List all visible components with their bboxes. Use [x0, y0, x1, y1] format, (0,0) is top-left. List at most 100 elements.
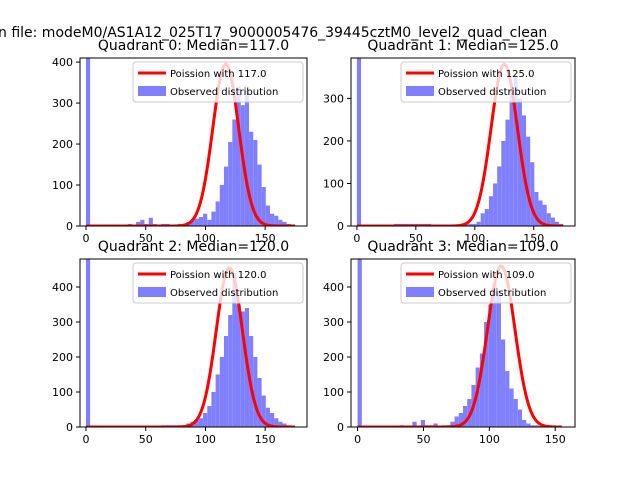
legend-patch-swatch	[406, 287, 434, 297]
x-tick-label: 0	[353, 232, 360, 245]
histogram-bar	[274, 215, 279, 226]
y-tick-label: 200	[323, 135, 344, 148]
histogram-bar	[496, 290, 501, 427]
legend-label: Observed distribution	[170, 288, 278, 299]
axes-frame	[79, 57, 308, 227]
axes-frame	[350, 258, 576, 428]
legend-label: Observed distribution	[438, 288, 546, 299]
histogram-bar	[219, 357, 224, 427]
histogram-bar	[357, 259, 362, 427]
y-tick-label: 400	[323, 281, 344, 294]
histogram-bar	[513, 399, 518, 427]
histogram-bar	[274, 418, 279, 427]
histogram-bar	[480, 213, 485, 226]
x-tick-label: 50	[139, 433, 153, 446]
legend-patch-swatch	[138, 287, 166, 297]
x-tick-label: 100	[195, 433, 216, 446]
histogram-bar	[522, 420, 527, 427]
legend-box	[132, 262, 304, 304]
y-tick-label: 100	[52, 179, 73, 192]
histogram-bar	[497, 166, 502, 226]
histogram-bar	[190, 219, 195, 226]
legend: Poission with 125.0 Observed distribution	[400, 61, 572, 103]
legend-box	[132, 61, 304, 103]
histogram-bar	[479, 353, 485, 427]
x-tick-label: 150	[255, 433, 276, 446]
histogram-bar	[203, 413, 208, 427]
subplot-title: Quadrant 3: Median=109.0	[367, 239, 558, 255]
histogram-bar	[513, 75, 518, 226]
x-tick-label: 150	[255, 232, 276, 245]
legend-label: Poission with 109.0	[438, 270, 534, 281]
histogram-bar	[484, 208, 489, 226]
histogram-bar	[269, 213, 275, 226]
histogram-bar	[215, 374, 220, 427]
histogram-bar	[228, 142, 233, 226]
histogram-bar	[534, 191, 539, 226]
histogram-bar	[488, 196, 494, 226]
histogram-bar	[207, 219, 212, 226]
histogram-bar	[550, 217, 555, 226]
histogram-bar	[530, 425, 535, 427]
subplot-2: 0 50 100 150 0 100 200 300 400 Quadrant 2: Median…	[52, 239, 308, 446]
y-tick-label: 100	[323, 177, 344, 190]
histogram-bar	[412, 421, 417, 427]
histogram-bar	[249, 131, 254, 226]
x-tick-label: 0	[82, 433, 89, 446]
legend-label: Observed distribution	[438, 87, 546, 98]
histogram-bar	[223, 166, 229, 226]
histogram-bar	[261, 395, 266, 427]
histogram-bar	[148, 217, 153, 226]
y-tick-label: 300	[52, 316, 73, 329]
x-tick-label: 50	[139, 232, 153, 245]
x-tick-label: 100	[195, 232, 216, 245]
histogram-bar	[526, 136, 531, 226]
y-tick-label: 400	[52, 56, 73, 69]
histogram-bar	[207, 406, 212, 427]
x-tick-label: 50	[409, 232, 423, 245]
histogram-bar	[433, 423, 438, 427]
poisson-curve	[356, 264, 563, 427]
histogram-bar	[211, 211, 216, 226]
legend: Poission with 120.0 Observed distribution	[132, 262, 304, 304]
y-tick-label: 100	[323, 386, 344, 399]
legend-patch-swatch	[406, 86, 434, 96]
histogram-bar	[278, 421, 283, 427]
histogram-bar	[530, 162, 535, 226]
histogram-bar	[140, 219, 145, 226]
histogram-bar	[232, 273, 237, 427]
histogram-bar	[546, 213, 551, 226]
plot-area	[85, 259, 296, 427]
axes-frame	[350, 57, 576, 227]
histogram-bar	[509, 388, 514, 427]
histogram-bar	[236, 304, 241, 427]
legend-label: Poission with 120.0	[170, 270, 266, 281]
histogram-bar	[475, 367, 480, 427]
subplot-1: 0 50 100 150 0 100 200 300 Quadrant 1: Median=12…	[323, 38, 576, 245]
y-tick-label: 200	[52, 138, 73, 151]
y-tick-label: 300	[52, 97, 73, 110]
x-tick-label: 150	[545, 433, 566, 446]
y-tick-label: 0	[337, 421, 344, 434]
histogram-bar	[240, 311, 245, 427]
plot-area	[355, 58, 565, 226]
subplot-0: 0 50 100 150 0 100 200 300 400 Quadrant 0: Median…	[52, 38, 308, 245]
plot-area	[356, 259, 563, 427]
histogram-bar	[244, 90, 250, 226]
y-tick-label: 100	[52, 386, 73, 399]
histogram-bar	[526, 423, 531, 427]
histogram-bar	[538, 200, 543, 226]
y-tick-label: 200	[323, 351, 344, 364]
histogram-bar	[554, 221, 560, 226]
histogram-bar	[493, 183, 498, 226]
legend-box	[400, 61, 572, 103]
histogram-bar	[228, 315, 233, 427]
histogram-bar	[194, 420, 199, 427]
histogram-bar	[282, 423, 287, 427]
subplot-title: Quadrant 0: Median=117.0	[98, 38, 289, 54]
histogram-bar	[517, 98, 522, 226]
legend: Poission with 117.0 Observed distribution	[132, 61, 304, 103]
histogram-bar	[236, 86, 241, 226]
histogram-bar	[517, 409, 523, 427]
histogram-bar	[500, 339, 506, 427]
